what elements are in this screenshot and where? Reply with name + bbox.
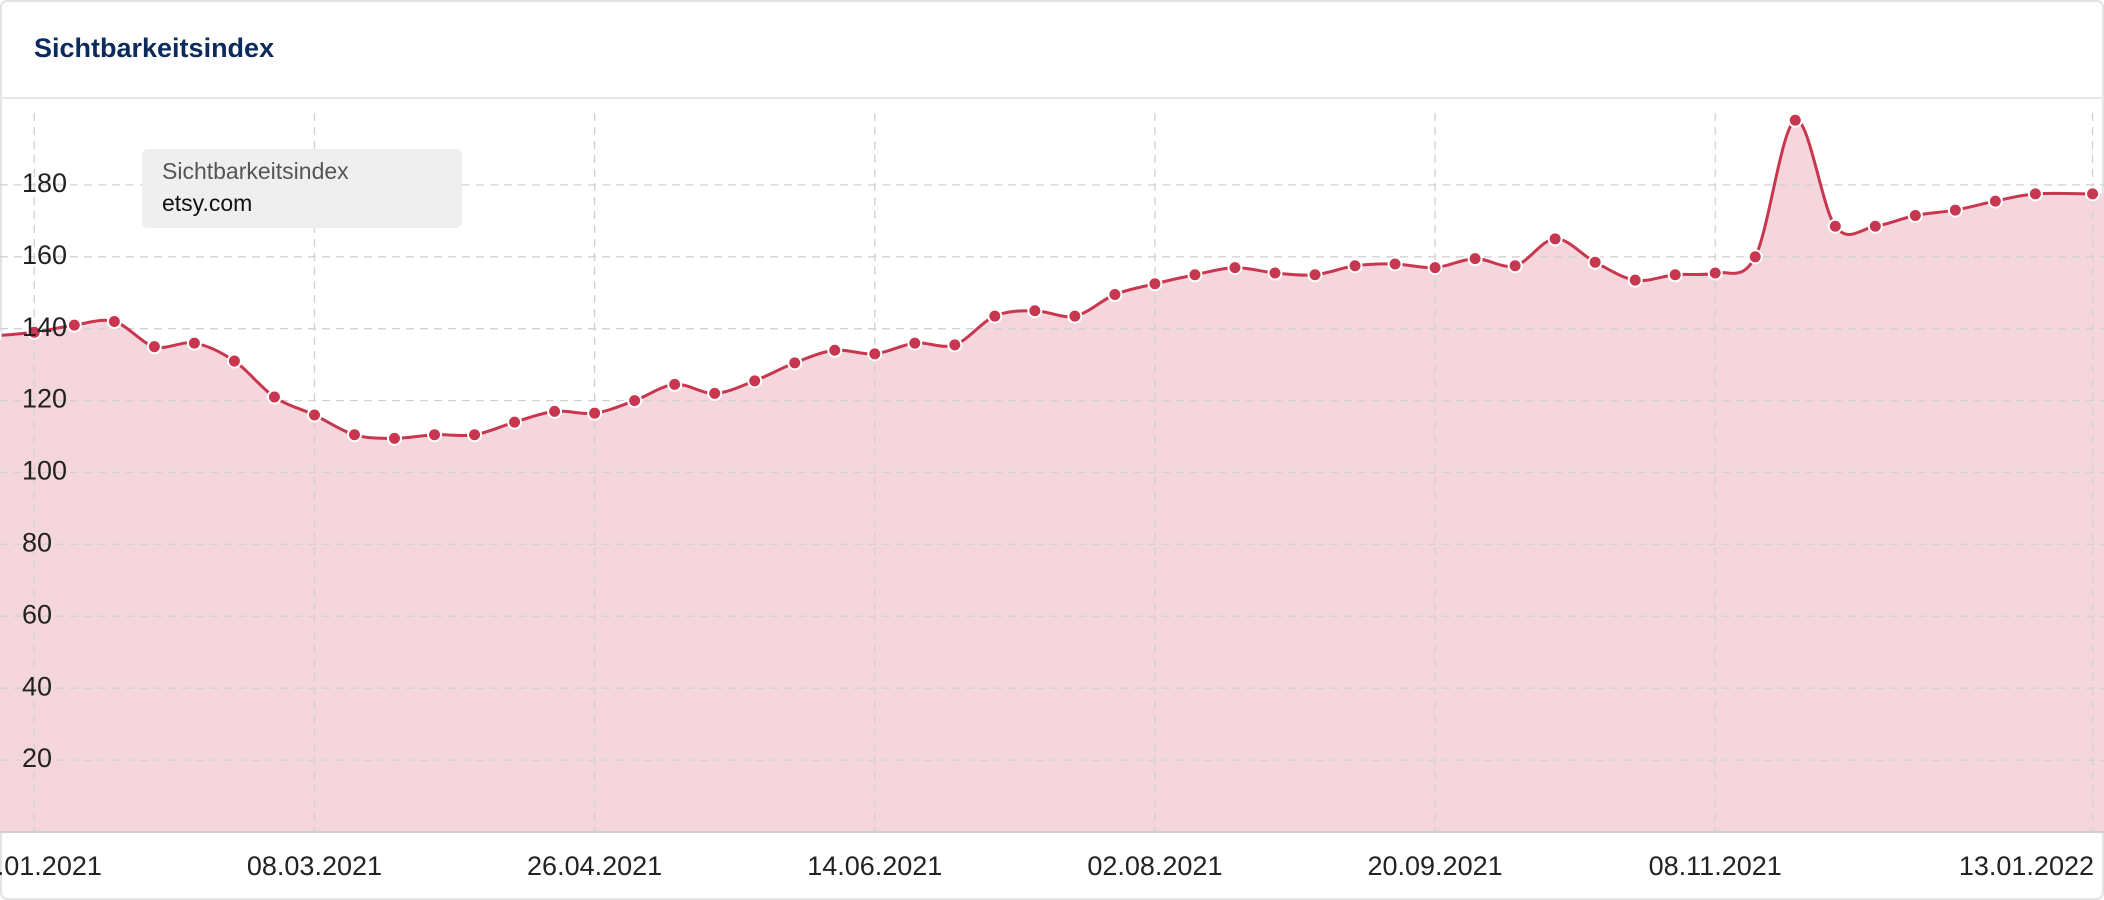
data-point — [26, 324, 42, 340]
data-point — [987, 308, 1003, 324]
data-point — [1267, 265, 1283, 281]
y-tick-label: 60 — [22, 599, 52, 629]
data-point — [1747, 249, 1763, 265]
data-point — [507, 414, 523, 430]
data-point — [1067, 308, 1083, 324]
data-point — [1627, 272, 1643, 288]
data-point — [1867, 218, 1883, 234]
data-point — [1547, 231, 1563, 247]
data-point — [1907, 207, 1923, 223]
data-point — [1467, 251, 1483, 267]
data-point — [346, 427, 362, 443]
data-point — [1587, 254, 1603, 270]
data-point — [1707, 265, 1723, 281]
x-tick-label: 02.08.2021 — [1087, 851, 1222, 881]
y-tick-label: 160 — [22, 240, 67, 270]
y-tick-label: 120 — [22, 384, 67, 414]
data-point — [2085, 186, 2101, 202]
data-point — [1027, 303, 1043, 319]
data-point — [2027, 186, 2043, 202]
data-point — [667, 376, 683, 392]
x-tick-label: 08.11.2021 — [1649, 851, 1782, 881]
data-point — [907, 335, 923, 351]
legend-entry: etsy.com — [162, 190, 252, 216]
data-point — [1307, 267, 1323, 283]
data-point — [146, 339, 162, 355]
x-tick-label: 08.03.2021 — [247, 851, 382, 881]
data-point — [947, 337, 963, 353]
data-point — [306, 407, 322, 423]
data-point — [1667, 267, 1683, 283]
data-point — [1987, 193, 2003, 209]
data-point — [1507, 258, 1523, 274]
data-point — [66, 317, 82, 333]
data-point — [1427, 260, 1443, 276]
data-point — [1947, 202, 1963, 218]
data-point — [106, 314, 122, 330]
data-point — [867, 346, 883, 362]
y-tick-label: 180 — [22, 168, 67, 198]
legend-box — [142, 149, 462, 228]
y-tick-label: 140 — [22, 312, 67, 342]
x-tick-label: 18.01.2021 — [0, 851, 102, 881]
data-point — [226, 353, 242, 369]
data-point — [0, 331, 2, 341]
data-point — [427, 427, 443, 443]
data-point — [1827, 218, 1843, 234]
legend-title: Sichtbarkeitsindex — [162, 158, 349, 184]
data-point — [787, 355, 803, 371]
data-point — [827, 342, 843, 358]
plot: 20 40 60 80 100 120 140 160 180 18.01.2021 08.03.2… — [0, 112, 2104, 881]
y-tick-label: 20 — [22, 743, 52, 773]
data-point — [1227, 260, 1243, 276]
data-point — [547, 403, 563, 419]
chart-title: Sichtbarkeitsindex — [34, 33, 274, 63]
data-point — [1787, 112, 1803, 128]
data-point — [627, 393, 643, 409]
data-point — [747, 373, 763, 389]
data-point — [1387, 256, 1403, 272]
area — [0, 120, 2104, 832]
data-point — [587, 405, 603, 421]
data-point — [467, 427, 483, 443]
data-point — [387, 430, 402, 446]
x-tick-label: 20.09.2021 — [1367, 851, 1502, 881]
y-tick-label: 80 — [22, 528, 52, 558]
data-point — [707, 385, 723, 401]
x-tick-label: 26.04.2021 — [527, 851, 662, 881]
x-tick-label: 13.01.2022 — [1959, 851, 2094, 881]
data-point — [186, 335, 202, 351]
y-tick-label: 100 — [22, 456, 67, 486]
x-tick-label: 14.06.2021 — [807, 851, 942, 881]
data-point — [1147, 276, 1163, 292]
data-point — [1347, 258, 1363, 274]
data-point — [266, 389, 282, 405]
data-point — [1107, 287, 1123, 303]
y-tick-label: 40 — [22, 671, 52, 701]
data-point — [1187, 267, 1203, 283]
